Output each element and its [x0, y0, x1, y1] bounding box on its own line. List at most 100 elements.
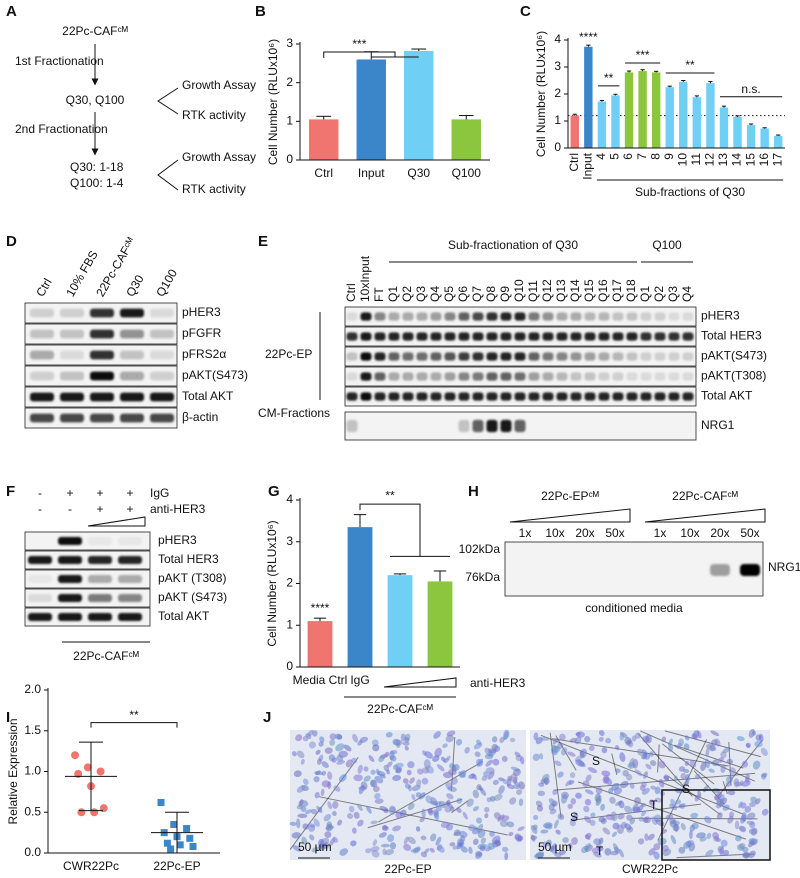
cell-nucleus [645, 734, 652, 744]
point [163, 839, 171, 847]
cell-nucleus [296, 750, 305, 759]
bar [679, 81, 688, 148]
lane-label: 10x [680, 526, 699, 540]
cell-nucleus [296, 785, 306, 793]
cell-nucleus [351, 827, 357, 834]
dose-triangle [644, 508, 766, 523]
lane-label: Q2 [400, 286, 414, 302]
cell-nucleus [542, 841, 548, 848]
band [668, 332, 680, 341]
cell-nucleus [622, 769, 629, 777]
cell-nucleus [614, 768, 621, 773]
bar [651, 72, 661, 148]
bar [719, 107, 729, 148]
cell-nucleus [532, 753, 540, 761]
point [189, 842, 197, 850]
band [683, 420, 694, 432]
cell-nucleus [585, 774, 592, 782]
cell-nucleus [415, 826, 421, 832]
cell-nucleus [582, 780, 590, 788]
cell-nucleus [713, 835, 720, 842]
cell-nucleus [386, 769, 390, 775]
cell-nucleus [449, 842, 456, 847]
cell-nucleus [504, 852, 509, 861]
band [416, 352, 428, 361]
row-label: pHER3 [182, 305, 221, 319]
cell-nucleus [292, 845, 302, 852]
lane-label: Q1 [386, 286, 400, 302]
cell-nucleus [561, 747, 568, 756]
band [360, 332, 372, 341]
cell-nucleus [484, 807, 490, 813]
band [613, 420, 624, 432]
cell-nucleus [350, 840, 357, 847]
cell-nucleus [595, 843, 602, 849]
cell-nucleus [557, 771, 564, 778]
band [30, 392, 54, 402]
scale-label: 50 µm [298, 840, 332, 854]
cell-nucleus [711, 739, 718, 746]
cell-nucleus [419, 817, 425, 823]
band [388, 332, 400, 341]
band [360, 372, 372, 381]
cell-nucleus [540, 829, 549, 834]
cell-nucleus [368, 755, 375, 763]
cell-nucleus [510, 773, 518, 783]
cell-nucleus [708, 768, 715, 773]
cell-nucleus [481, 775, 488, 782]
band [542, 392, 554, 401]
cell-nucleus [429, 800, 439, 806]
cell-nucleus [318, 741, 324, 747]
cell-nucleus [296, 818, 301, 829]
band [486, 372, 498, 381]
cell-nucleus [492, 758, 500, 766]
cell-nucleus [746, 820, 755, 825]
band [28, 613, 52, 621]
cell-nucleus [533, 814, 539, 821]
cell-nucleus [727, 815, 734, 824]
band [346, 312, 358, 321]
cell-nucleus [634, 769, 643, 777]
cell-nucleus [374, 775, 384, 784]
band [640, 372, 652, 381]
cell-nucleus [313, 776, 320, 783]
cell-nucleus [570, 797, 577, 805]
assay-label: Growth Assay [182, 78, 256, 92]
cell-nucleus [319, 736, 325, 743]
significance: ** [604, 71, 614, 85]
cell-nucleus [456, 807, 462, 813]
point [83, 763, 92, 772]
y-tick-label: 3 [554, 59, 561, 73]
treatment-sign: - [38, 502, 42, 516]
row-label: Total AKT [158, 609, 210, 623]
cell-nucleus [314, 792, 320, 799]
cell-nucleus [336, 734, 343, 740]
treatment-sign: + [66, 486, 73, 500]
band [605, 564, 625, 576]
band [120, 371, 144, 381]
y-tick-label: 0 [286, 659, 293, 673]
band [88, 556, 112, 564]
cell-nucleus [389, 750, 398, 755]
band [669, 420, 680, 432]
cell-nucleus [339, 848, 349, 856]
cell-nucleus [446, 730, 456, 737]
band [118, 613, 142, 621]
cell-nucleus [357, 819, 364, 827]
cell-nucleus [297, 813, 308, 819]
treatment-label: IgG [150, 486, 169, 500]
region-marker: S [682, 782, 690, 796]
band [403, 420, 414, 432]
cell-nucleus [291, 832, 302, 839]
cell-nucleus [420, 835, 427, 841]
x-tick-label: Ctrl [314, 166, 333, 180]
band [150, 371, 174, 381]
blot-strip [24, 550, 151, 570]
cell-nucleus [658, 760, 666, 769]
cell-nucleus [617, 813, 625, 820]
cell-nucleus [374, 793, 381, 800]
cell-nucleus [336, 760, 345, 765]
cell-nucleus [744, 805, 752, 813]
row-label: pFRS2α [182, 347, 226, 361]
band [388, 352, 400, 361]
